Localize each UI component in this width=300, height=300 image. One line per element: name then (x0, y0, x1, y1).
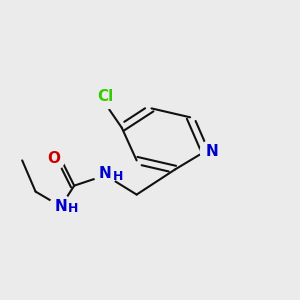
Circle shape (93, 84, 118, 109)
Text: Cl: Cl (97, 89, 113, 104)
Circle shape (42, 148, 65, 170)
Circle shape (94, 163, 117, 185)
Text: O: O (47, 152, 60, 166)
Text: N: N (99, 166, 112, 181)
Text: H: H (68, 202, 79, 215)
Text: N: N (205, 144, 218, 159)
Circle shape (50, 195, 72, 218)
Text: H: H (113, 170, 123, 183)
Text: N: N (55, 199, 67, 214)
Circle shape (200, 140, 223, 163)
